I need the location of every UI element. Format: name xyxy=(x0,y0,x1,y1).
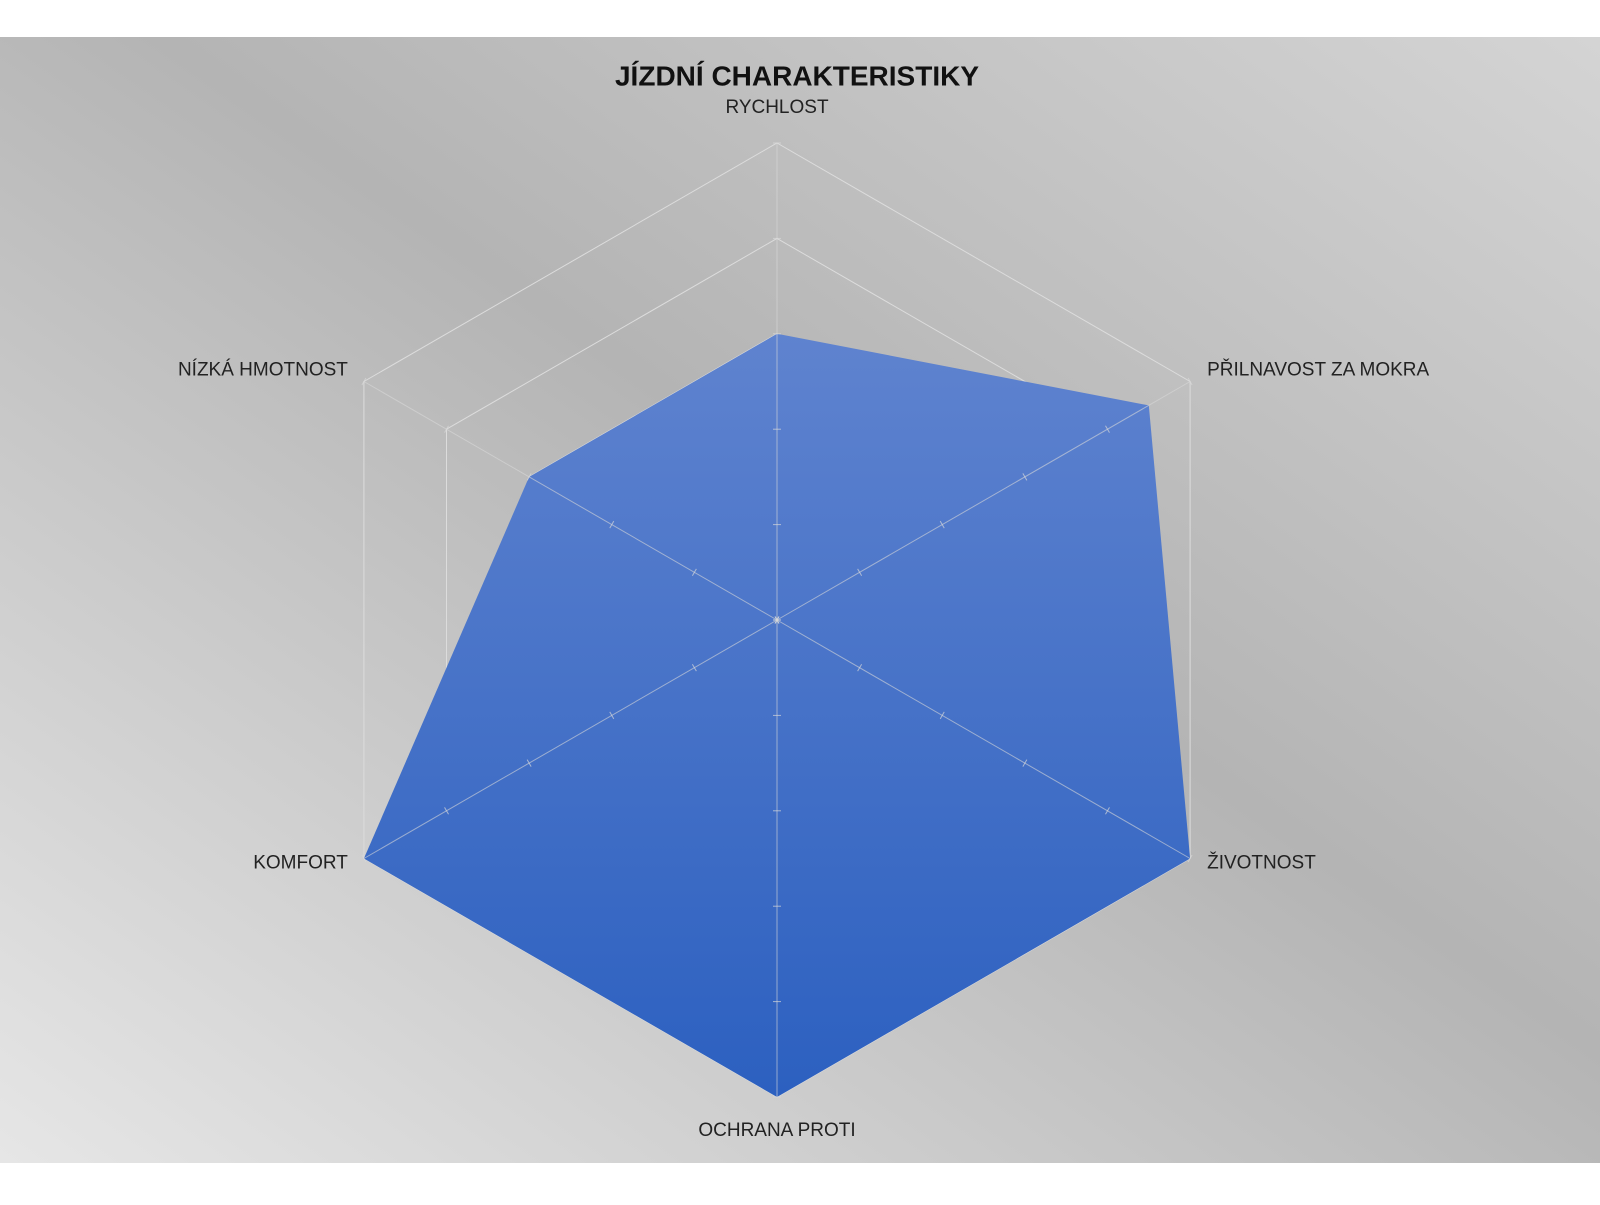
tick-mark xyxy=(444,807,449,815)
category-label: NÍZKÁ HMOTNOST xyxy=(178,360,348,381)
category-label: OCHRANA PROTI xyxy=(698,1120,855,1141)
tick-mark xyxy=(857,663,863,672)
axis-line xyxy=(363,619,778,859)
tick-mark xyxy=(444,425,449,433)
category-label: RYCHLOST xyxy=(725,97,829,118)
tick-mark xyxy=(939,520,945,529)
category-label: KOMFORT xyxy=(253,853,348,874)
tick-mark xyxy=(526,759,532,767)
tick-mark xyxy=(1022,473,1028,481)
axis-line xyxy=(776,381,1191,621)
axis-line xyxy=(776,619,1191,859)
tick-mark xyxy=(1105,425,1110,433)
axis-line xyxy=(363,381,778,621)
tick-mark xyxy=(361,854,367,863)
chart-title: JÍZDNÍ CHARAKTERISTIKY xyxy=(615,60,979,91)
tick-mark xyxy=(1105,807,1110,815)
category-label: ŽIVOTNOST xyxy=(1207,852,1316,874)
tick-mark xyxy=(526,473,532,481)
tick-mark xyxy=(609,520,615,529)
tick-mark xyxy=(1022,759,1028,767)
tick-mark xyxy=(774,616,780,624)
tick-mark xyxy=(361,377,367,386)
tick-mark xyxy=(691,663,697,672)
tick-mark xyxy=(939,711,945,720)
tick-mark xyxy=(857,568,863,577)
tick-mark xyxy=(1187,854,1193,863)
tick-mark xyxy=(1187,377,1193,386)
tick-mark xyxy=(609,711,615,720)
category-label: PŘILNAVOST ZA MOKRA xyxy=(1207,359,1429,381)
tick-mark xyxy=(691,568,697,577)
